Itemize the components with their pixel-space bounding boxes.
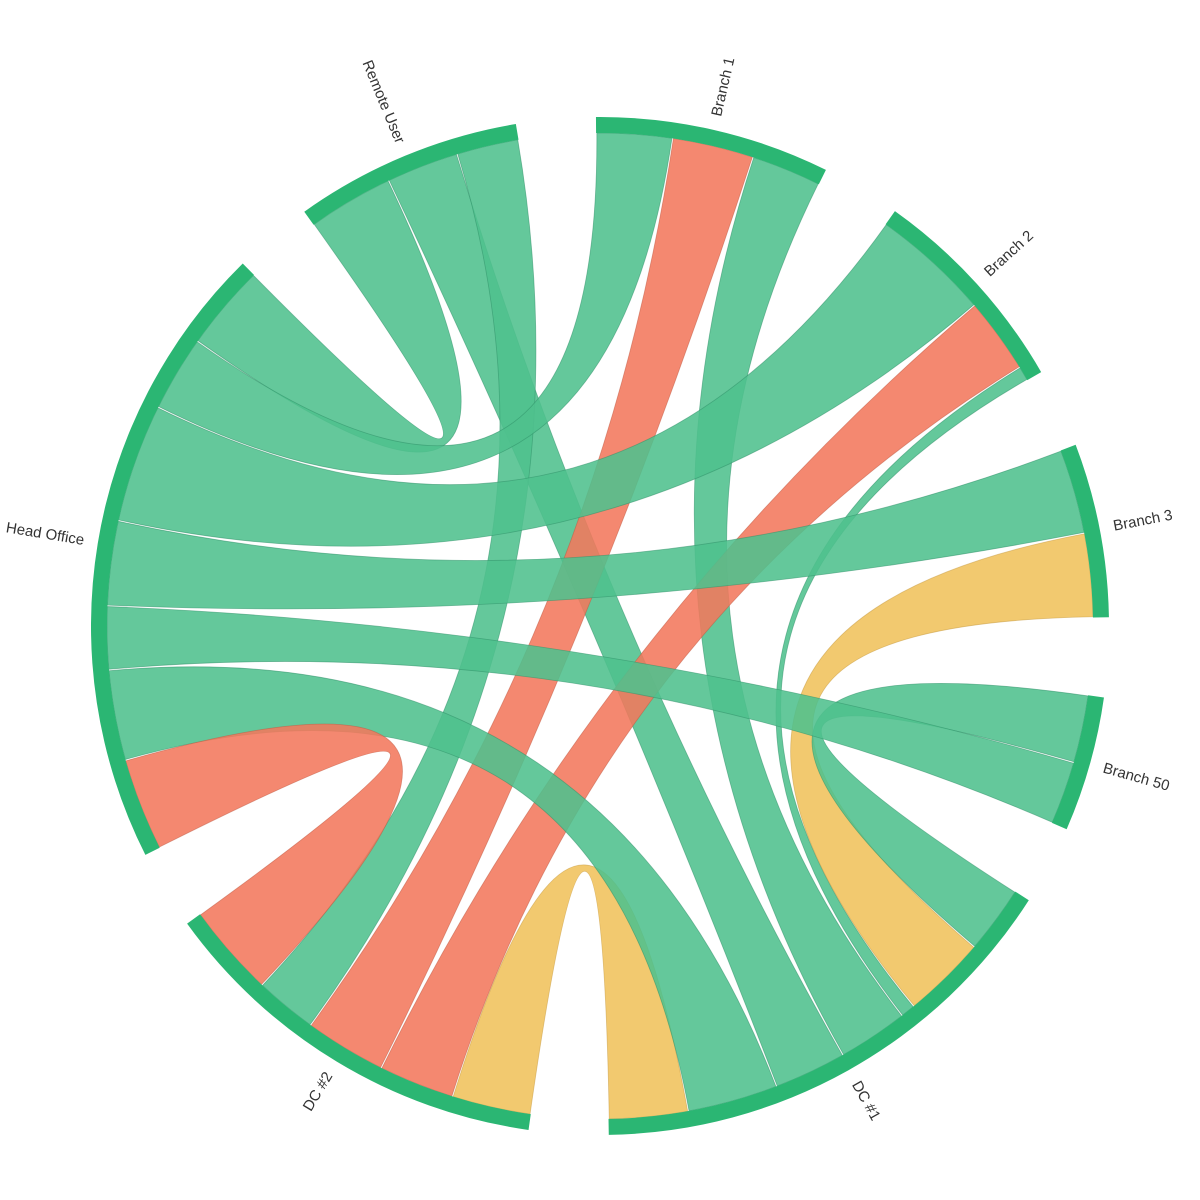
svg-text:Remote User: Remote User [359,58,409,146]
svg-text:Branch 2: Branch 2 [981,227,1037,280]
svg-text:Branch 3: Branch 3 [1112,507,1174,535]
svg-text:Branch 50: Branch 50 [1101,760,1171,795]
svg-text:Branch 1: Branch 1 [708,56,738,118]
svg-text:DC #1: DC #1 [848,1078,884,1123]
svg-text:Head Office: Head Office [5,519,86,549]
svg-text:DC #2: DC #2 [300,1069,337,1114]
